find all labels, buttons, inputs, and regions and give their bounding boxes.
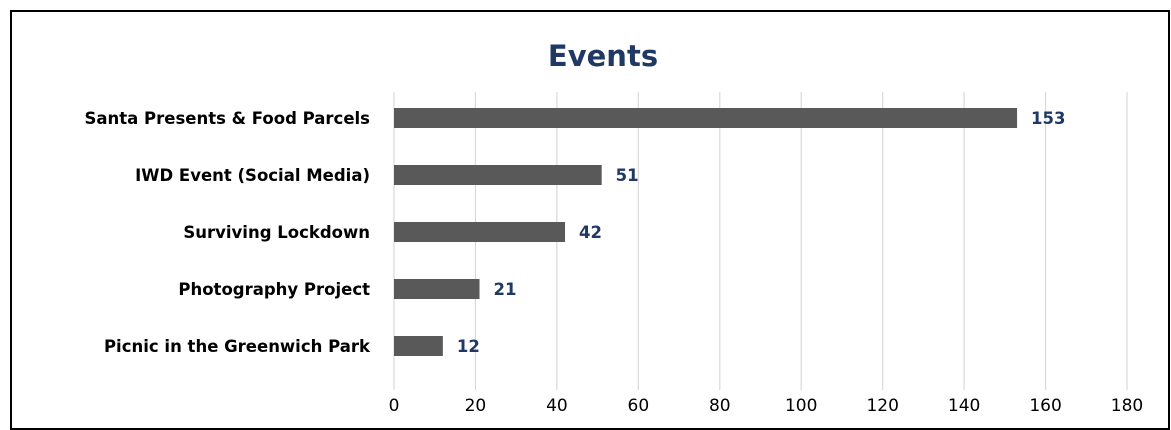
x-tick-label: 60 [628,396,650,414]
x-tick-label: 180 [1111,396,1143,414]
x-tick-label: 140 [948,396,980,414]
category-label: Surviving Lockdown [183,223,370,242]
x-tick-label: 120 [866,396,898,414]
chart-frame [10,10,1170,430]
data-label: 153 [1031,109,1065,128]
bar-chart: Events Santa Presents & Food Parcels IWD … [85,39,1144,414]
data-label: 42 [579,223,602,242]
category-label: Photography Project [178,280,370,299]
category-label: Picnic in the Greenwich Park [104,337,371,356]
bar [394,279,480,299]
x-tick-label: 80 [709,396,731,414]
bars [394,108,1018,356]
bar [394,165,602,185]
bar [394,336,443,356]
x-axis-ticks: 0 20 40 60 80 100 120 140 160 180 [389,396,1144,414]
category-label: Santa Presents & Food Parcels [85,109,371,128]
bar [394,222,566,242]
data-labels: 153 51 42 21 12 [457,109,1066,356]
data-label: 12 [457,337,480,356]
data-label: 21 [494,280,517,299]
x-tick-label: 100 [785,396,817,414]
x-tick-label: 40 [546,396,568,414]
x-tick-label: 0 [389,396,400,414]
data-label: 51 [616,166,639,185]
bar [394,108,1018,128]
category-labels: Santa Presents & Food Parcels IWD Event (… [85,109,372,356]
category-label: IWD Event (Social Media) [135,166,370,185]
x-tick-label: 160 [1029,396,1061,414]
chart-title: Events [548,39,658,73]
x-tick-label: 20 [465,396,487,414]
